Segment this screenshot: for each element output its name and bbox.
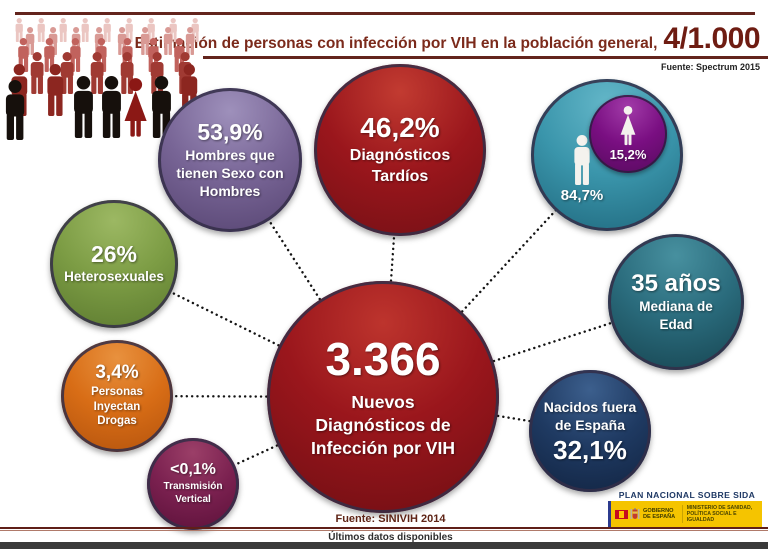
born-abroad-value: 32,1% — [553, 435, 627, 466]
bubble-late-diagnosis: 46,2% Diagnósticos Tardíos — [314, 64, 486, 236]
coat-of-arms-icon — [630, 508, 640, 519]
rate-value: 4/1.000 — [663, 22, 760, 55]
footer-divider-dark — [0, 527, 768, 529]
vertical-transmission-value: <0,1% — [170, 461, 216, 479]
plan-nacional-title: PLAN NACIONAL SOBRE SIDA — [618, 490, 756, 500]
top-divider — [15, 12, 755, 15]
government-logo: GOBIERNO DE ESPAÑA MINISTERIO DE SANIDAD… — [608, 501, 762, 527]
bubble-new-diagnoses: 3.366 Nuevos Diagnósticos de Infección p… — [267, 281, 499, 513]
late-diagnosis-value: 46,2% — [360, 111, 440, 143]
bubble-born-abroad: Nacidos fuera de España 32,1% — [529, 370, 651, 492]
new-diagnoses-label: Nuevos Diagnósticos de Infección por VIH — [311, 392, 455, 458]
male-share: 84,7% — [553, 135, 611, 204]
inject-drugs-label: Personas Inyectan Drogas — [91, 385, 143, 428]
page-title: Estimación de personas con infección por… — [134, 35, 658, 52]
footer-divider-light — [0, 530, 768, 531]
bubble-female-share: 15,2% — [589, 95, 667, 173]
footer-source: Fuente: SINIVIH 2014 — [335, 513, 446, 525]
vertical-transmission-label: Transmisión Vertical — [163, 480, 223, 505]
spain-flag-icon — [615, 509, 628, 519]
inject-drugs-value: 3,4% — [95, 361, 139, 383]
msm-label: Hombres que tienen Sexo con Hombres — [176, 146, 284, 200]
bubble-sex-distribution: 84,7% 15,2% — [531, 79, 683, 231]
header-source: Fuente: Spectrum 2015 — [660, 62, 760, 72]
bubble-vertical-transmission: <0,1% Transmisión Vertical — [147, 438, 239, 530]
late-diagnosis-label: Diagnósticos Tardíos — [349, 146, 451, 185]
government-label: GOBIERNO DE ESPAÑA — [643, 507, 676, 520]
header-divider — [203, 56, 768, 59]
new-diagnoses-value: 3.366 — [325, 332, 441, 385]
born-abroad-label: Nacidos fuera de España — [543, 398, 637, 433]
logo-divider — [681, 505, 683, 523]
female-percentage: 15,2% — [609, 147, 647, 162]
footer-note: Últimos datos disponibles — [328, 532, 453, 543]
msm-value: 53,9% — [197, 118, 263, 145]
ministry-label: MINISTERIO DE SANIDAD, POLÍTICA SOCIAL E… — [686, 504, 753, 524]
heterosexual-value: 26% — [90, 241, 138, 268]
median-age-label: Mediana de Edad — [639, 299, 713, 332]
bubble-inject-drugs: 3,4% Personas Inyectan Drogas — [61, 340, 173, 452]
male-percentage: 84,7% — [560, 187, 604, 204]
bubble-heterosexual: 26% Heterosexuales — [50, 200, 178, 328]
female-person-icon — [620, 106, 636, 146]
bubble-median-age: 35 años Mediana de Edad — [608, 234, 744, 370]
median-age-value: 35 años — [631, 269, 721, 297]
bubble-msm: 53,9% Hombres que tienen Sexo con Hombre… — [158, 88, 302, 232]
male-person-icon — [574, 135, 590, 185]
heterosexual-label: Heterosexuales — [64, 269, 164, 285]
bottom-bar — [0, 542, 768, 549]
header: Estimación de personas con infección por… — [134, 22, 761, 56]
